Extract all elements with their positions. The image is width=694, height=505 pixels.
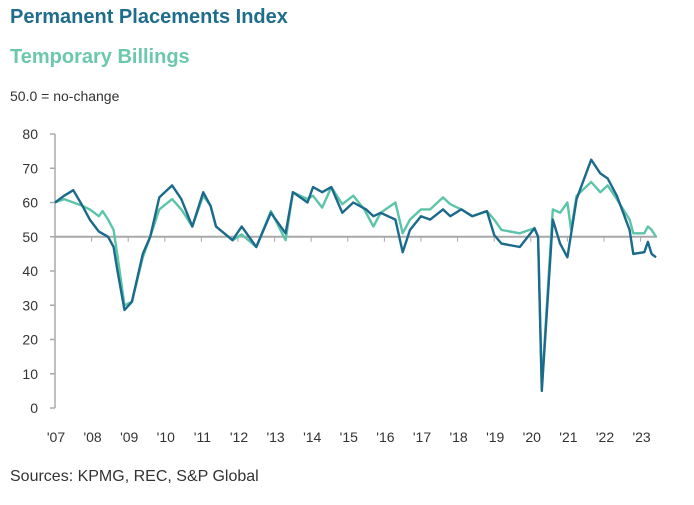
x-tick-label: '21 — [559, 429, 577, 445]
y-tick-label: 10 — [22, 366, 38, 382]
source-note: Sources: KPMG, REC, S&P Global — [10, 468, 259, 485]
x-tick-label: '16 — [376, 429, 394, 445]
x-tick-label: '09 — [120, 429, 138, 445]
y-tick-label: 60 — [22, 195, 38, 211]
x-tick-label: '22 — [596, 429, 614, 445]
y-tick-label: 50 — [22, 229, 38, 245]
legend-permanent-placements: Permanent Placements Index — [10, 6, 288, 28]
x-tick-label: '11 — [194, 429, 211, 445]
x-tick-label: '10 — [157, 429, 175, 445]
y-tick-label: 30 — [22, 297, 38, 313]
x-tick-label: '18 — [449, 429, 467, 445]
chart-subtitle: 50.0 = no-change — [10, 88, 120, 104]
x-tick-label: '14 — [303, 429, 321, 445]
x-tick-label: '19 — [486, 429, 504, 445]
legend-temporary-billings: Temporary Billings — [10, 46, 190, 68]
x-tick-label: '07 — [47, 429, 65, 445]
x-tick-label: '20 — [523, 429, 541, 445]
y-tick-label: 20 — [22, 332, 38, 348]
x-tick-label: '17 — [413, 429, 431, 445]
x-tick-label: '12 — [230, 429, 248, 445]
y-tick-label: 40 — [22, 263, 38, 279]
x-tick-label: '08 — [83, 429, 101, 445]
y-tick-label: 0 — [30, 400, 38, 416]
series-line-permanent-placements-index — [54, 158, 657, 393]
y-tick-label: 70 — [22, 160, 38, 176]
y-tick-label: 80 — [22, 126, 38, 142]
x-tick-label: '23 — [632, 429, 650, 445]
x-tick-label: '13 — [266, 429, 284, 445]
series-line-temporary-billings — [54, 180, 658, 389]
x-tick-label: '15 — [340, 429, 358, 445]
